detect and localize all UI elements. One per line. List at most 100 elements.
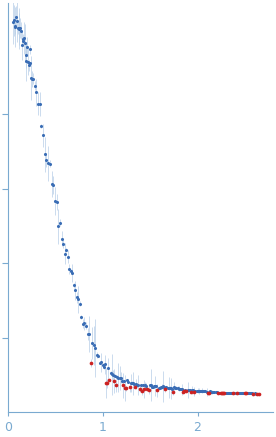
Point — [237, 390, 241, 397]
Point — [28, 46, 33, 53]
Point — [120, 377, 124, 384]
Point — [134, 381, 139, 388]
Point — [249, 390, 253, 397]
Point — [191, 387, 195, 394]
Point — [103, 361, 107, 368]
Point — [213, 388, 218, 395]
Point — [87, 330, 91, 337]
Point — [24, 52, 29, 59]
Point — [75, 294, 79, 301]
Point — [164, 384, 169, 391]
Point — [240, 390, 245, 397]
Point — [145, 386, 150, 393]
Point — [162, 384, 166, 391]
Point — [177, 385, 182, 392]
Point — [39, 122, 44, 129]
Point — [248, 390, 252, 397]
Point — [207, 389, 211, 396]
Point — [27, 59, 32, 66]
Point — [16, 25, 21, 32]
Point — [203, 388, 208, 395]
Point — [60, 235, 64, 242]
Point — [170, 385, 174, 392]
Point — [64, 246, 68, 253]
Point — [193, 387, 198, 394]
Point — [250, 390, 254, 397]
Point — [76, 296, 81, 303]
Point — [82, 320, 87, 327]
Point — [133, 383, 137, 390]
Point — [174, 385, 179, 392]
Point — [256, 390, 260, 397]
Point — [121, 382, 125, 389]
Point — [241, 390, 246, 397]
Point — [73, 287, 78, 294]
Point — [176, 385, 181, 392]
Point — [123, 384, 127, 391]
Point — [32, 82, 37, 89]
Point — [105, 380, 110, 387]
Point — [198, 388, 202, 395]
Point — [184, 387, 189, 394]
Point — [29, 75, 33, 82]
Point — [190, 386, 194, 393]
Point — [92, 342, 96, 349]
Point — [245, 390, 249, 397]
Point — [95, 352, 99, 359]
Point — [251, 390, 256, 397]
Point — [231, 390, 236, 397]
Point — [139, 382, 143, 389]
Point — [156, 384, 161, 391]
Point — [220, 390, 224, 397]
Point — [20, 35, 25, 42]
Point — [228, 389, 232, 396]
Point — [127, 384, 132, 391]
Point — [12, 22, 17, 29]
Point — [236, 390, 240, 397]
Point — [227, 389, 231, 396]
Point — [150, 384, 154, 391]
Point — [49, 180, 54, 187]
Point — [217, 389, 221, 396]
Point — [242, 390, 247, 397]
Point — [102, 363, 106, 370]
Point — [61, 240, 66, 247]
Point — [90, 340, 94, 347]
Point — [218, 389, 222, 396]
Point — [117, 374, 122, 381]
Point — [230, 389, 234, 396]
Point — [187, 386, 191, 393]
Point — [115, 373, 120, 380]
Point — [166, 384, 171, 391]
Point — [172, 384, 176, 391]
Point — [63, 250, 67, 257]
Point — [41, 132, 45, 139]
Point — [194, 388, 199, 395]
Point — [142, 386, 146, 393]
Point — [136, 382, 141, 388]
Point — [26, 58, 30, 65]
Point — [111, 371, 115, 378]
Point — [31, 75, 35, 82]
Point — [48, 160, 52, 167]
Point — [179, 385, 183, 392]
Point — [12, 17, 16, 24]
Point — [192, 388, 197, 395]
Point — [185, 386, 190, 393]
Point — [135, 382, 140, 389]
Point — [108, 369, 113, 376]
Point — [147, 382, 152, 389]
Point — [23, 58, 28, 65]
Point — [143, 381, 147, 388]
Point — [128, 379, 133, 386]
Point — [188, 386, 192, 393]
Point — [202, 388, 206, 395]
Point — [257, 390, 261, 397]
Point — [208, 388, 212, 395]
Point — [104, 380, 108, 387]
Point — [205, 389, 210, 396]
Point — [153, 382, 157, 389]
Point — [238, 390, 242, 397]
Point — [58, 219, 62, 226]
Point — [233, 390, 238, 397]
